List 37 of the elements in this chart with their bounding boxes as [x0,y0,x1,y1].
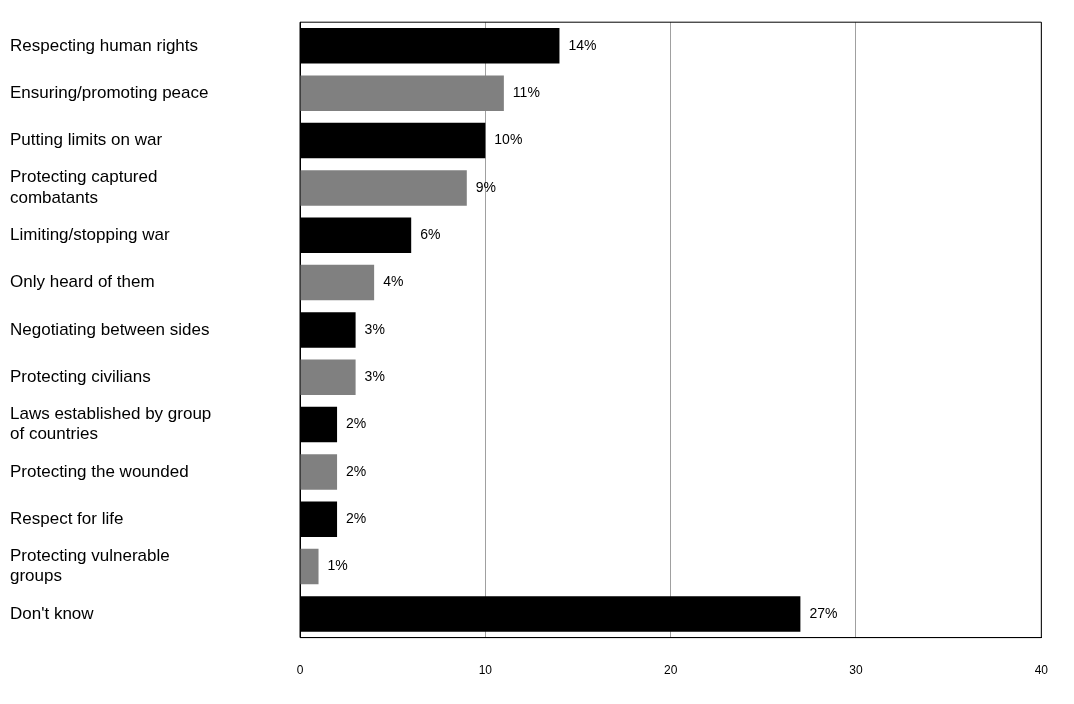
y-tick-label: Putting limits on war [10,130,163,150]
data-label: 4% [383,273,404,290]
bar [300,170,467,206]
data-label: 11% [512,84,540,101]
y-tick-label: Laws established by group of countries [10,404,212,444]
bar [300,454,338,490]
data-label: 14% [568,36,597,53]
y-tick-label: Protecting the wounded [10,461,189,481]
y-tick-label: Protecting vulnerable groups [10,546,170,586]
data-label: 10% [494,131,523,148]
x-tick-label: 40 [1034,663,1049,678]
x-tick-label: 0 [296,663,304,678]
x-tick-label: 30 [849,663,863,678]
y-tick-label: Protecting civilians [10,366,151,386]
data-label: 2% [346,510,367,527]
y-tick-label: Respecting human rights [10,35,199,55]
x-tick-label: 10 [478,663,493,678]
data-label: 9% [475,178,497,195]
data-label: 6% [420,226,441,243]
bar [300,359,356,395]
y-tick-label: Ensuring/promoting peace [10,82,209,102]
data-label: 2% [346,462,367,479]
y-tick-label: Negotiating between sides [10,319,210,339]
data-label: 27% [809,604,838,621]
x-tick-label: 20 [663,663,678,678]
y-tick-label: Limiting/stopping war [10,224,171,244]
data-label: 3% [364,368,385,385]
bar [300,548,319,585]
data-label: 1% [327,557,348,574]
y-tick-label: Respect for life [10,508,124,528]
y-tick-label: Only heard of them [10,272,155,292]
y-tick-label: Don't know [10,603,95,623]
bar [300,264,375,301]
data-label: 2% [346,415,367,432]
y-tick-label: Protecting captured combatants [10,167,158,207]
data-label: 3% [364,320,385,337]
bar [300,75,504,111]
